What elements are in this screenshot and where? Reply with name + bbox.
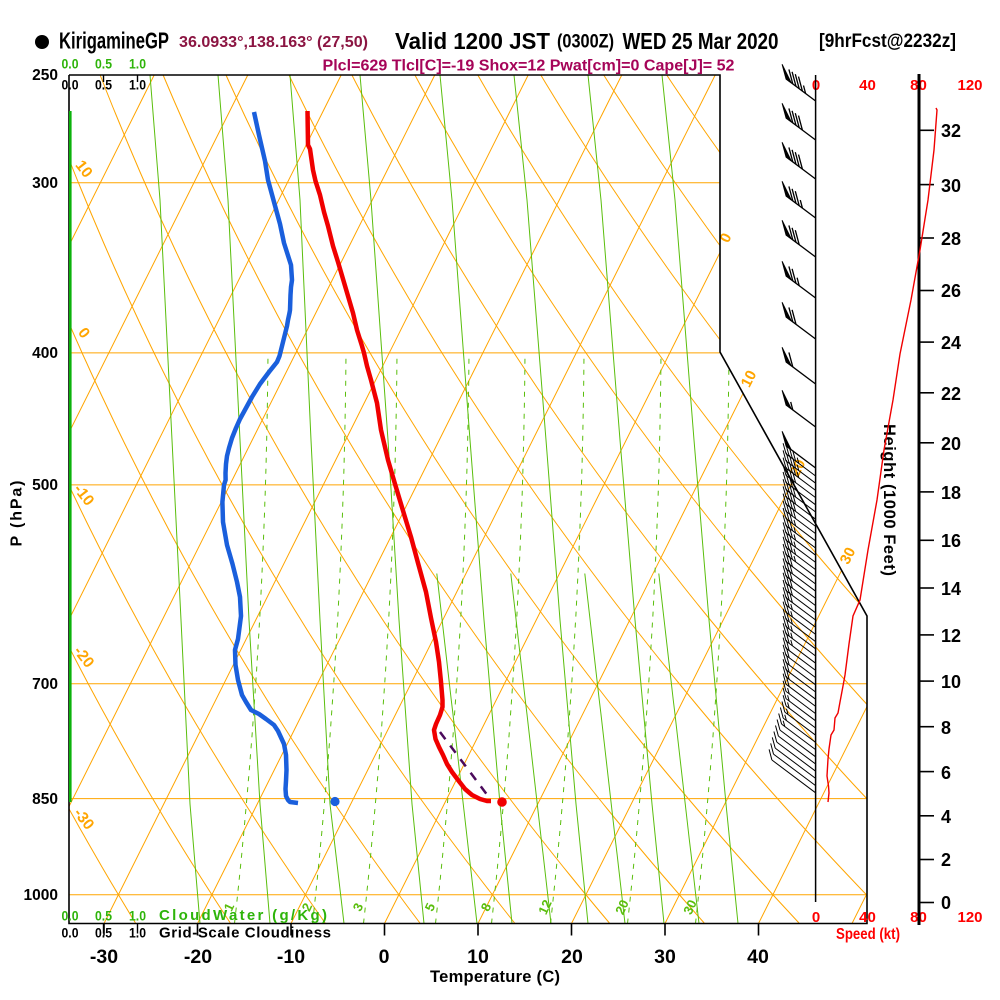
svg-text:1.0: 1.0 (129, 56, 146, 72)
svg-text:40: 40 (747, 946, 769, 968)
svg-text:0.5: 0.5 (95, 925, 112, 941)
svg-text:18: 18 (941, 483, 961, 503)
svg-text:40: 40 (859, 77, 876, 94)
svg-text:28: 28 (941, 229, 961, 249)
svg-text:0.5: 0.5 (95, 77, 112, 93)
svg-text:P (hPa): P (hPa) (9, 481, 26, 547)
svg-text:36.0933°,138.163° (27,50): 36.0933°,138.163° (27,50) (179, 34, 368, 51)
svg-text:0.0: 0.0 (62, 56, 79, 72)
svg-text:22: 22 (941, 384, 961, 404)
svg-text:6: 6 (941, 763, 951, 783)
svg-text:30: 30 (837, 545, 860, 568)
svg-text:1.0: 1.0 (129, 908, 146, 924)
svg-text:-10: -10 (277, 946, 305, 968)
svg-text:30: 30 (680, 897, 700, 916)
svg-text:32: 32 (941, 121, 961, 141)
svg-text:120: 120 (957, 909, 982, 926)
svg-text:0.5: 0.5 (95, 56, 112, 72)
svg-text:12: 12 (535, 897, 555, 916)
svg-text:[9hrFcst@2232z]: [9hrFcst@2232z] (819, 30, 956, 52)
svg-text:Valid 1200 JST: Valid 1200 JST (395, 28, 550, 54)
svg-text:0.5: 0.5 (95, 908, 112, 924)
svg-text:8: 8 (941, 718, 951, 738)
svg-text:20: 20 (561, 946, 583, 968)
svg-text:24: 24 (941, 333, 961, 353)
svg-text:14: 14 (941, 579, 961, 599)
svg-text:500: 500 (32, 477, 58, 494)
svg-text:12: 12 (941, 626, 961, 646)
svg-text:850: 850 (32, 791, 58, 808)
svg-text:0: 0 (941, 893, 951, 913)
svg-text:Plcl=629 Tlcl[C]=-19 Shox=12 P: Plcl=629 Tlcl[C]=-19 Shox=12 Pwat[cm]=0 … (323, 58, 735, 75)
svg-text:KirigamineGP: KirigamineGP (59, 28, 169, 54)
svg-text:700: 700 (32, 676, 58, 693)
svg-text:(0300Z): (0300Z) (557, 32, 614, 53)
svg-text:Height (1000 Feet): Height (1000 Feet) (880, 424, 898, 576)
svg-text:0: 0 (379, 946, 390, 968)
svg-text:-30: -30 (90, 946, 118, 968)
svg-text:1.0: 1.0 (129, 77, 146, 93)
svg-text:10: 10 (941, 672, 961, 692)
svg-text:1.0: 1.0 (129, 925, 146, 941)
svg-text:40: 40 (859, 909, 876, 926)
svg-text:16: 16 (941, 531, 961, 551)
svg-text:30: 30 (654, 946, 676, 968)
svg-text:0.0: 0.0 (62, 925, 79, 941)
svg-text:Grid-Scale Cloudiness: Grid-Scale Cloudiness (159, 925, 331, 942)
svg-text:26: 26 (941, 281, 961, 301)
svg-text:250: 250 (32, 67, 58, 84)
svg-text:300: 300 (32, 175, 58, 192)
svg-text:400: 400 (32, 345, 58, 362)
svg-text:CloudWater (g/Kg): CloudWater (g/Kg) (159, 907, 327, 924)
svg-text:120: 120 (957, 77, 982, 94)
svg-text:10: 10 (467, 946, 489, 968)
svg-text:Speed (kt): Speed (kt) (836, 926, 900, 943)
svg-text:1000: 1000 (24, 887, 58, 904)
svg-text:0.0: 0.0 (62, 908, 79, 924)
svg-text:WED 25 Mar 2020: WED 25 Mar 2020 (623, 28, 779, 54)
svg-text:20: 20 (941, 434, 961, 454)
svg-text:0.0: 0.0 (62, 77, 79, 93)
svg-text:Temperature (C): Temperature (C) (430, 968, 560, 986)
svg-text:2: 2 (941, 850, 951, 870)
svg-text:10: 10 (738, 368, 761, 391)
svg-text:-20: -20 (184, 946, 212, 968)
svg-text:0: 0 (812, 909, 820, 926)
svg-text:4: 4 (941, 807, 951, 827)
svg-text:30: 30 (941, 176, 961, 196)
svg-text:20: 20 (612, 897, 632, 916)
